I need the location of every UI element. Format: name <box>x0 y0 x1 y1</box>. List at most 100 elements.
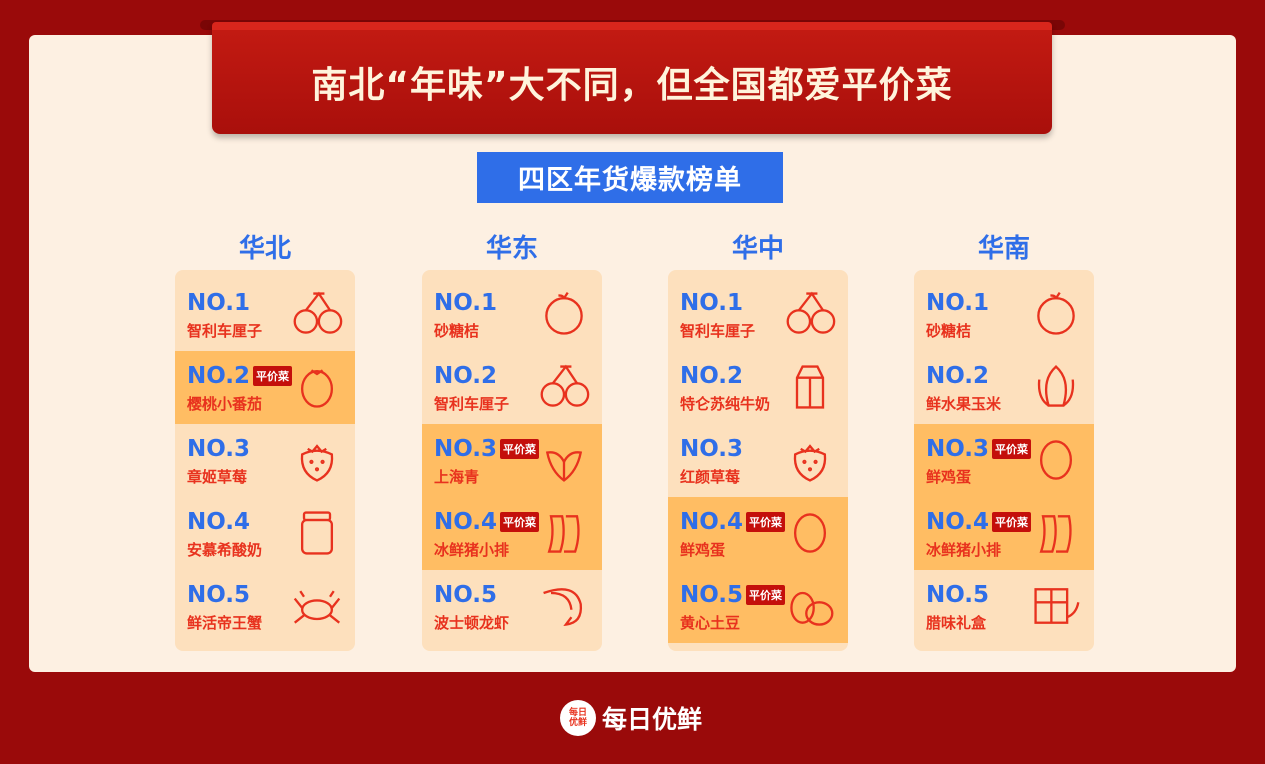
region-title: 华北 <box>238 234 291 264</box>
list-item: NO.1 砂糖桔 <box>914 278 1094 351</box>
bok-choy-icon <box>536 434 592 486</box>
rank-label: NO.3 <box>680 436 744 462</box>
rank-label: NO.1 <box>434 290 498 316</box>
brand-name: 每日优鲜 <box>602 705 703 734</box>
product-name: 智利车厘子 <box>680 322 756 340</box>
product-name: 鲜活帝王蟹 <box>187 614 263 632</box>
list-item: NO.1 智利车厘子 <box>668 278 848 351</box>
rank-label: NO.5 <box>434 582 498 608</box>
orange-icon <box>1028 288 1084 340</box>
page-title: 南北“年味”大不同，但全国都爱平价菜 <box>311 65 953 106</box>
product-name: 波士顿龙虾 <box>434 614 510 632</box>
milk-carton-icon <box>782 361 838 413</box>
list-item: NO.5 波士顿龙虾 <box>422 570 602 643</box>
brand-logo: 每日 优鲜 每日优鲜 <box>560 700 702 736</box>
egg-icon <box>1028 434 1084 486</box>
ribs-icon <box>1028 507 1084 559</box>
product-name: 智利车厘子 <box>434 395 510 413</box>
strawberry-icon <box>782 434 838 486</box>
product-name: 鲜水果玉米 <box>926 395 1002 413</box>
list-item: NO.5 鲜活帝王蟹 <box>175 570 355 643</box>
list-item: NO.2 鲜水果玉米 <box>914 351 1094 424</box>
potato-icon <box>782 580 838 632</box>
list-item: NO.2 特仑苏纯牛奶 <box>668 351 848 424</box>
egg-icon <box>782 507 838 559</box>
budget-tag: 平价菜 <box>746 585 786 605</box>
rank-label: NO.1 <box>926 290 990 316</box>
crab-icon <box>289 580 345 632</box>
region-title: 华南 <box>977 234 1030 264</box>
rank-label: NO.4 <box>926 509 990 535</box>
subtitle-box: 四区年货爆款榜单 <box>477 152 783 203</box>
budget-tag: 平价菜 <box>500 439 540 459</box>
rank-label: NO.2 <box>434 363 498 389</box>
product-name: 章姬草莓 <box>187 468 248 486</box>
list-item: NO.4 平价菜冰鲜猪小排 <box>914 497 1094 570</box>
list-item: NO.5 平价菜 黄心土豆 <box>668 570 848 643</box>
product-name: 樱桃小番茄 <box>187 395 263 413</box>
list-item: NO.3 章姬草莓 <box>175 424 355 497</box>
list-item: NO.5 腊味礼盒 <box>914 570 1094 643</box>
list-item: NO.1 智利车厘子 <box>175 278 355 351</box>
budget-tag: 平价菜 <box>500 512 540 532</box>
rank-label: NO.2 <box>926 363 990 389</box>
rank-label: NO.5 <box>187 582 251 608</box>
list-item: NO.2 平价菜樱桃小番茄 <box>175 351 355 424</box>
region-column: 华中 NO.1 智利车厘子 NO.2 特仑苏纯牛奶 NO.3 红颜草莓 NO.4 平价菜 鲜鸡蛋 N… <box>668 228 848 651</box>
budget-tag: 平价菜 <box>992 512 1032 532</box>
ribs-icon <box>536 507 592 559</box>
cherry-icon <box>782 288 838 340</box>
yogurt-jar-icon <box>289 507 345 559</box>
list-item: NO.3 红颜草莓 <box>668 424 848 497</box>
region-column: 华南 NO.1 砂糖桔 NO.2 鲜水果玉米 NO.3 平价菜 鲜鸡蛋 NO.4 平价菜 冰鲜猪小排… <box>914 228 1094 651</box>
rank-label: NO.4 <box>680 509 744 535</box>
ranking-card: NO.1 砂糖桔 NO.2 智利车厘子 NO.3 平价菜 上海青 NO.4 平价菜 冰鲜猪小排 NO… <box>422 270 602 651</box>
budget-tag: 平价菜 <box>992 439 1032 459</box>
rank-label: NO.2 <box>187 363 251 389</box>
rank-label: NO.4 <box>434 509 498 535</box>
product-name: 砂糖桔 <box>926 322 972 340</box>
title-banner: 南北“年味”大不同，但全国都爱平价菜 <box>212 22 1052 134</box>
rank-label: NO.1 <box>680 290 744 316</box>
budget-tag: 平价菜 <box>253 366 293 386</box>
product-name: 安慕希酸奶 <box>187 541 263 559</box>
product-name: 腊味礼盒 <box>926 614 987 632</box>
list-item: NO.2 智利车厘子 <box>422 351 602 424</box>
product-name: 冰鲜猪小排 <box>926 541 1002 559</box>
product-name: 智利车厘子 <box>187 322 263 340</box>
region-column: 华东 NO.1 砂糖桔 NO.2 智利车厘子 NO.3 平价菜 上海青 NO.4 平价菜 冰鲜猪小排… <box>422 228 602 651</box>
product-name: 鲜鸡蛋 <box>926 468 972 486</box>
rank-label: NO.5 <box>680 582 744 608</box>
ranking-card: NO.1 砂糖桔 NO.2 鲜水果玉米 NO.3 平价菜 鲜鸡蛋 NO.4 平价菜 冰鲜猪小排 NO… <box>914 270 1094 651</box>
tomato-icon <box>289 361 345 413</box>
region-title: 华东 <box>485 234 538 264</box>
list-item: NO.4 安慕希酸奶 <box>175 497 355 570</box>
cherry-icon <box>289 288 345 340</box>
ranking-card: NO.1 智利车厘子 NO.2 特仑苏纯牛奶 NO.3 红颜草莓 NO.4 平价菜 鲜鸡蛋 NO.… <box>668 270 848 651</box>
product-name: 砂糖桔 <box>434 322 480 340</box>
list-item: NO.3 平价菜上海青 <box>422 424 602 497</box>
product-name: 黄心土豆 <box>680 614 741 632</box>
rank-label: NO.2 <box>680 363 744 389</box>
rank-label: NO.3 <box>926 436 990 462</box>
product-name: 冰鲜猪小排 <box>434 541 510 559</box>
list-item: NO.4 平价菜 鲜鸡蛋 <box>668 497 848 570</box>
rank-label: NO.3 <box>187 436 251 462</box>
gift-box-icon <box>1028 580 1084 632</box>
orange-icon <box>536 288 592 340</box>
brand-badge-icon: 每日 优鲜 <box>560 700 596 736</box>
ranking-card: NO.1 智利车厘子 NO.2 平价菜 樱桃小番茄 NO.3 章姬草莓 NO.4 安慕希酸奶 NO… <box>175 270 355 651</box>
shrimp-icon <box>536 580 592 632</box>
cherry-icon <box>536 361 592 413</box>
rank-label: NO.1 <box>187 290 251 316</box>
product-name: 上海青 <box>434 468 480 486</box>
region-column: 华北 NO.1 智利车厘子 NO.2 平价菜樱桃小番茄 NO.3 章姬草莓 NO.4 安慕希酸奶… <box>175 228 355 651</box>
rank-label: NO.3 <box>434 436 498 462</box>
rank-label: NO.5 <box>926 582 990 608</box>
product-name: 红颜草莓 <box>680 468 741 486</box>
product-name: 鲜鸡蛋 <box>680 541 726 559</box>
list-item: NO.3 平价菜鲜鸡蛋 <box>914 424 1094 497</box>
list-item: NO.4 平价菜冰鲜猪小排 <box>422 497 602 570</box>
region-title: 华中 <box>731 234 784 264</box>
rank-label: NO.4 <box>187 509 251 535</box>
